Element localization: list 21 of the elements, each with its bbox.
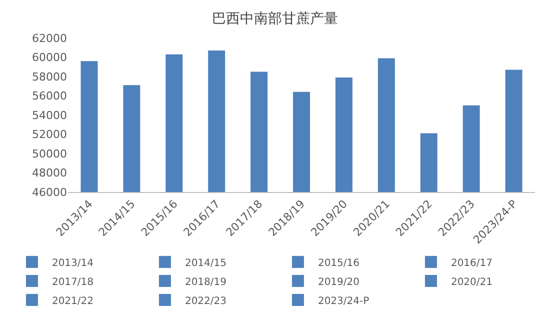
- legend-label: 2023/24-P: [318, 296, 370, 307]
- legend-label: 2013/14: [52, 258, 94, 269]
- legend-label: 2019/20: [318, 276, 360, 288]
- y-tick-label: 56000: [32, 90, 67, 103]
- y-tick-label: 48000: [32, 166, 67, 180]
- y-tick-label: 46000: [32, 186, 67, 199]
- y-tick-label: 50000: [32, 147, 67, 160]
- y-tick-label: 52000: [32, 128, 67, 142]
- legend-label: 2020/21: [450, 276, 493, 288]
- legend-label: 2022/23: [184, 296, 227, 307]
- chart-title: 巴西中南部甘蔗产量: [212, 10, 338, 27]
- legend-label: 2016/17: [450, 258, 493, 269]
- y-tick-label: 62000: [32, 32, 67, 45]
- legend-label: 2014/15: [184, 258, 227, 269]
- legend-label: 2021/22: [52, 296, 94, 307]
- y-tick-label: 60000: [32, 51, 67, 64]
- legend-label: 2015/16: [318, 258, 360, 269]
- y-tick-label: 58000: [32, 70, 67, 84]
- legend-label: 2018/19: [184, 276, 227, 288]
- y-tick-label: 54000: [32, 108, 67, 122]
- legend-label: 2017/18: [52, 276, 94, 288]
